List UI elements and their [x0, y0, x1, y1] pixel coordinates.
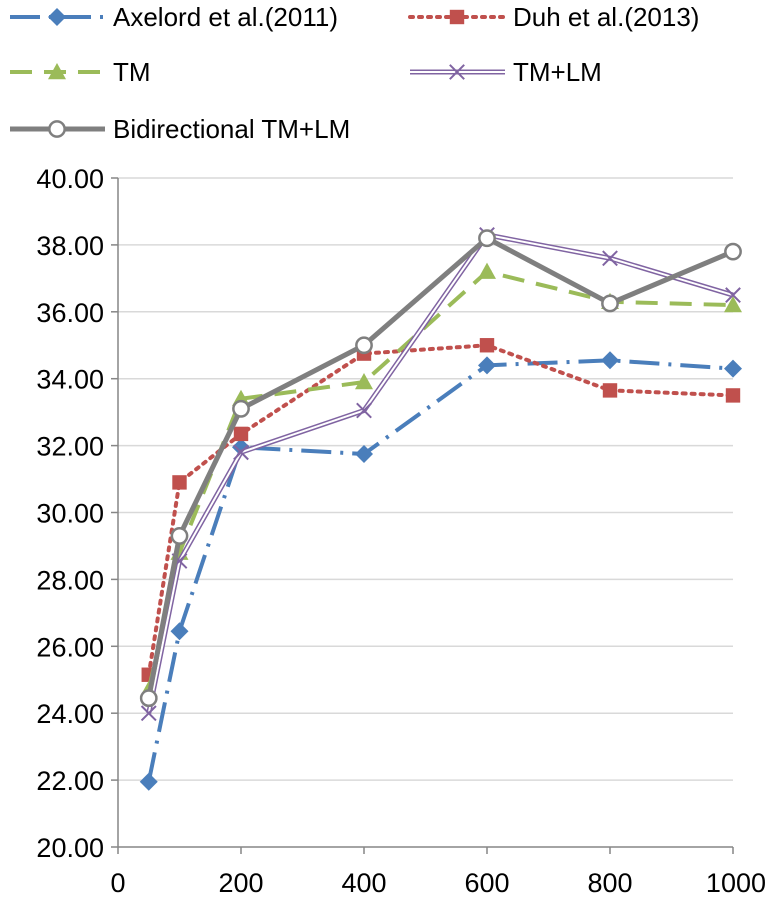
x-marker: [140, 705, 157, 722]
diamond-marker: [601, 351, 619, 370]
legend-item-bidirectional: Bidirectional TM+LM: [10, 114, 350, 144]
x-marker-stroke: [725, 287, 741, 303]
y-tick-label: 26.00: [36, 632, 104, 662]
diamond-marker: [355, 444, 373, 463]
y-tick-label: 28.00: [36, 565, 104, 595]
y-tick-label: 20.00: [36, 833, 104, 863]
series-duh: [141, 338, 741, 682]
legend-label: TM: [113, 57, 151, 87]
legend-item-tm-lm: TM+LM: [410, 57, 602, 87]
series-line: [146, 235, 734, 699]
triangle-marker: [724, 296, 742, 313]
y-tick-label: 40.00: [36, 164, 104, 194]
series-line-inner: [147, 233, 734, 714]
y-tick-label: 24.00: [36, 699, 104, 729]
y-tick-label: 30.00: [36, 499, 104, 529]
triangle-marker: [48, 63, 66, 80]
diamond-marker: [48, 8, 66, 26]
triangle-marker: [478, 262, 496, 279]
circle-marker: [355, 336, 373, 355]
y-tick-label: 32.00: [36, 432, 104, 462]
legend-item-axelord: Axelord et al.(2011): [10, 2, 338, 32]
x-marker-stroke: [356, 402, 372, 419]
x-marker: [449, 64, 465, 80]
y-tick-label: 22.00: [36, 766, 104, 796]
legend-item-tm: TM: [10, 57, 151, 87]
series-line: [146, 269, 734, 691]
legend-label: Duh et al.(2013): [513, 2, 699, 32]
square-marker: [725, 388, 741, 403]
x-tick-label: 800: [587, 868, 632, 898]
diamond-marker: [478, 356, 496, 375]
circle-marker: [48, 120, 66, 138]
square-marker: [449, 9, 465, 25]
series-line: [146, 343, 735, 677]
square-marker: [233, 426, 249, 442]
circle-marker: [478, 229, 496, 248]
legend-label: TM+LM: [513, 57, 602, 87]
x-tick-label: 600: [464, 868, 509, 898]
diamond-marker: [139, 772, 158, 791]
y-tick-label: 34.00: [36, 365, 104, 395]
legend-label: Axelord et al.(2011): [113, 2, 338, 32]
legend-label: Bidirectional TM+LM: [113, 114, 350, 144]
legend-item-duh: Duh et al.(2013): [408, 2, 699, 32]
diamond-marker: [170, 622, 189, 641]
circle-marker: [170, 527, 189, 545]
x-marker: [725, 287, 741, 303]
x-marker-stroke: [449, 64, 465, 80]
triangle-marker: [355, 373, 373, 390]
square-marker: [172, 475, 187, 490]
circle-marker: [601, 294, 619, 313]
x-tick-label: 0: [110, 868, 125, 898]
x-marker: [602, 250, 618, 267]
x-axis-ticks: 0 200 400 600 800 1000: [110, 847, 766, 898]
x-marker-stroke: [233, 444, 249, 461]
y-tick-label: 36.00: [36, 298, 104, 328]
x-tick-label: 400: [341, 868, 386, 898]
x-tick-label: 200: [218, 868, 263, 898]
y-axis-ticks: 20.00 22.00 24.00 26.00 28.00 30.00 32.00 34.00…: [36, 164, 118, 863]
x-marker: [356, 402, 372, 419]
x-marker-stroke: [602, 250, 618, 267]
circle-marker: [139, 689, 158, 708]
circle-marker: [724, 242, 742, 261]
x-marker: [233, 444, 249, 461]
diamond-marker: [724, 359, 742, 378]
circle-marker: [232, 399, 250, 418]
x-marker-stroke: [140, 705, 157, 722]
series-bidirectional: [139, 229, 742, 708]
square-marker: [479, 338, 495, 353]
series-axelord: [139, 351, 742, 791]
series-line: [146, 232, 734, 714]
x-tick-label: 1000: [706, 868, 766, 898]
square-marker: [602, 383, 618, 398]
legend: Axelord et al.(2011) Duh et al.(2013) TM TM…: [10, 2, 699, 144]
y-tick-label: 38.00: [36, 231, 104, 261]
